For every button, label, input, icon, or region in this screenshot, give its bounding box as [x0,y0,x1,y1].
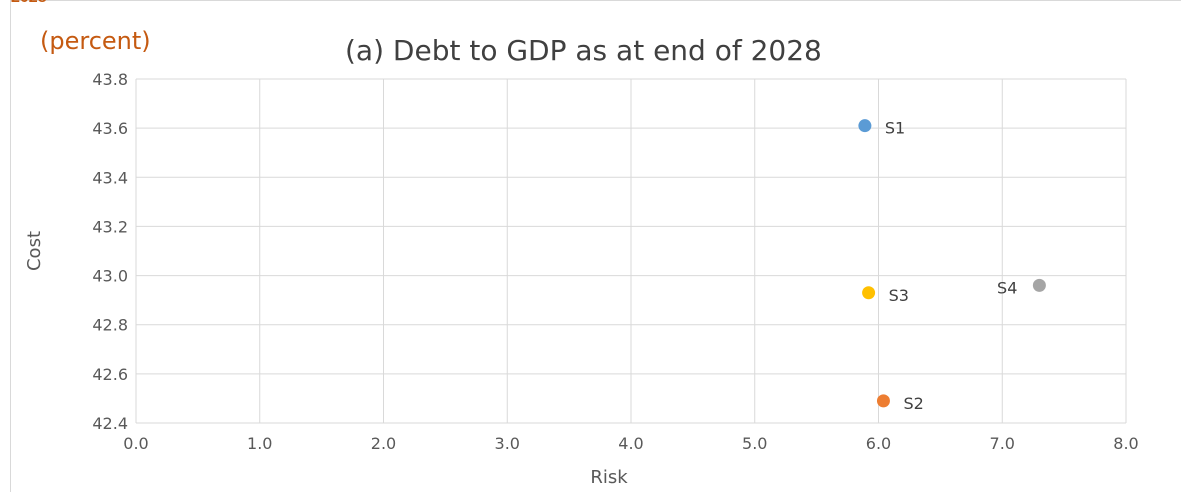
data-label-s2: S2 [903,394,923,413]
x-tick-label: 6.0 [866,434,891,453]
y-axis-title: Cost [24,231,45,271]
x-tick-label: 4.0 [618,434,643,453]
y-tick-label: 43.0 [92,267,128,286]
y-tick-label: 43.6 [92,119,128,138]
x-tick-labels: 0.0 1.0 2.0 3.0 4.0 5.0 6.0 7.0 8.0 [123,434,1138,453]
grid-layer [135,78,1127,424]
x-axis-title: Risk [590,467,628,488]
chart-frame: 2028 [10,0,1181,492]
data-label-s1: S1 [885,119,905,138]
data-point-s3 [862,286,876,300]
y-tick-label: 42.6 [92,365,128,384]
y-tick-label: 43.4 [92,168,128,187]
x-tick-label: 2.0 [371,434,396,453]
y-tick-label: 42.4 [92,414,128,433]
y-tick-label: 42.8 [92,316,128,335]
x-tick-label: 0.0 [123,434,148,453]
data-points: S1 S2 S3 S4 [858,119,1046,413]
y-tick-labels: 42.4 42.6 42.8 43.0 43.2 43.4 43.6 43.8 [92,70,128,433]
x-tick-label: 3.0 [495,434,520,453]
x-tick-label: 1.0 [247,434,272,453]
data-point-s1 [858,119,872,133]
chart-title: (a) Debt to GDP as at end of 2028 [345,34,822,67]
x-tick-label: 5.0 [742,434,767,453]
data-label-s3: S3 [889,286,909,305]
data-point-s4 [1032,278,1046,292]
data-label-s4: S4 [997,278,1017,297]
data-point-s2 [876,394,890,408]
unit-label: (percent) [40,27,151,55]
y-tick-label: 43.8 [92,70,128,89]
x-tick-label: 8.0 [1113,434,1138,453]
cut-off-header-label: 2028 [11,0,47,7]
x-tick-label: 7.0 [990,434,1015,453]
y-tick-label: 43.2 [92,217,128,236]
